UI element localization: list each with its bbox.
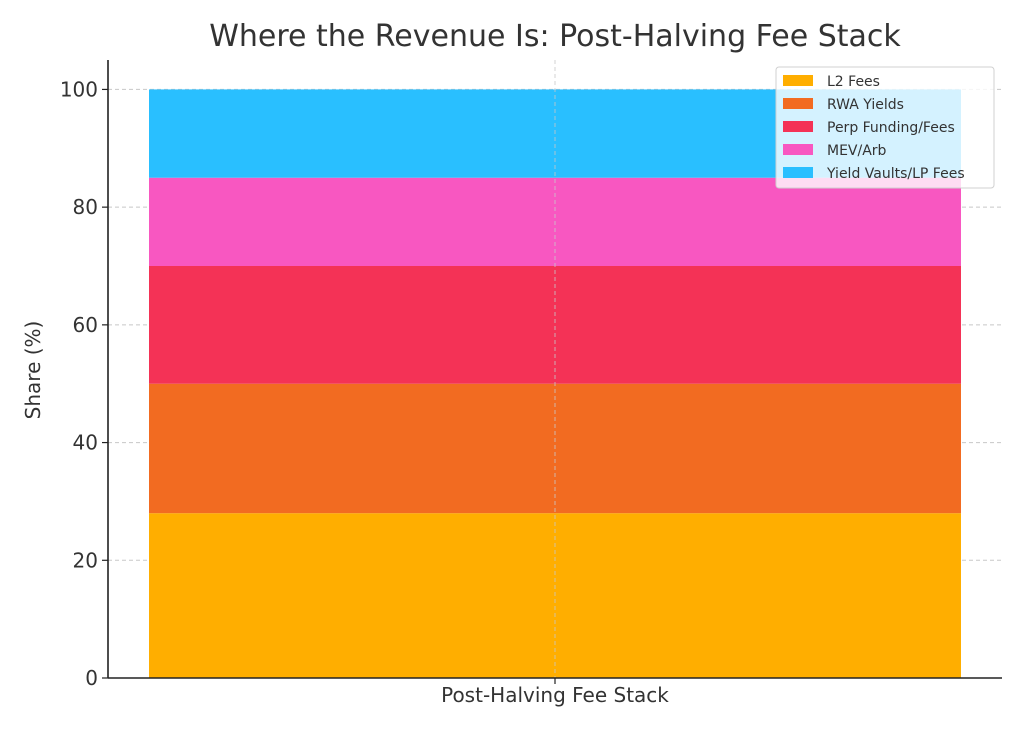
legend-label: Perp Funding/Fees (827, 120, 955, 136)
legend-swatch (783, 167, 813, 178)
legend-swatch (783, 144, 813, 155)
bar-segment (149, 266, 961, 384)
y-tick-label: 100 (60, 77, 98, 101)
y-tick-label: 20 (73, 548, 98, 572)
legend-label: MEV/Arb (827, 143, 887, 159)
y-tick-label: 60 (73, 313, 98, 337)
legend-label: RWA Yields (827, 97, 904, 113)
y-tick-label: 0 (85, 666, 98, 690)
legend-swatch (783, 121, 813, 132)
axes: 0 20 40 60 80 100 Post-Halving Fee Stack (60, 60, 1002, 707)
y-tick-label: 40 (73, 431, 98, 455)
y-tick-label: 80 (73, 195, 98, 219)
chart-title: Where the Revenue Is: Post-Halving Fee S… (209, 19, 901, 54)
x-tick-label: Post-Halving Fee Stack (441, 683, 669, 707)
legend-swatch (783, 75, 813, 86)
legend-label: Yield Vaults/LP Fees (826, 166, 965, 182)
legend-label: L2 Fees (827, 74, 880, 90)
legend-box (775, 66, 995, 189)
y-axis-label: Share (%) (21, 321, 45, 420)
legend-swatch (783, 98, 813, 109)
legend: L2 Fees RWA Yields Perp Funding/Fees MEV/Ar… (775, 66, 995, 189)
